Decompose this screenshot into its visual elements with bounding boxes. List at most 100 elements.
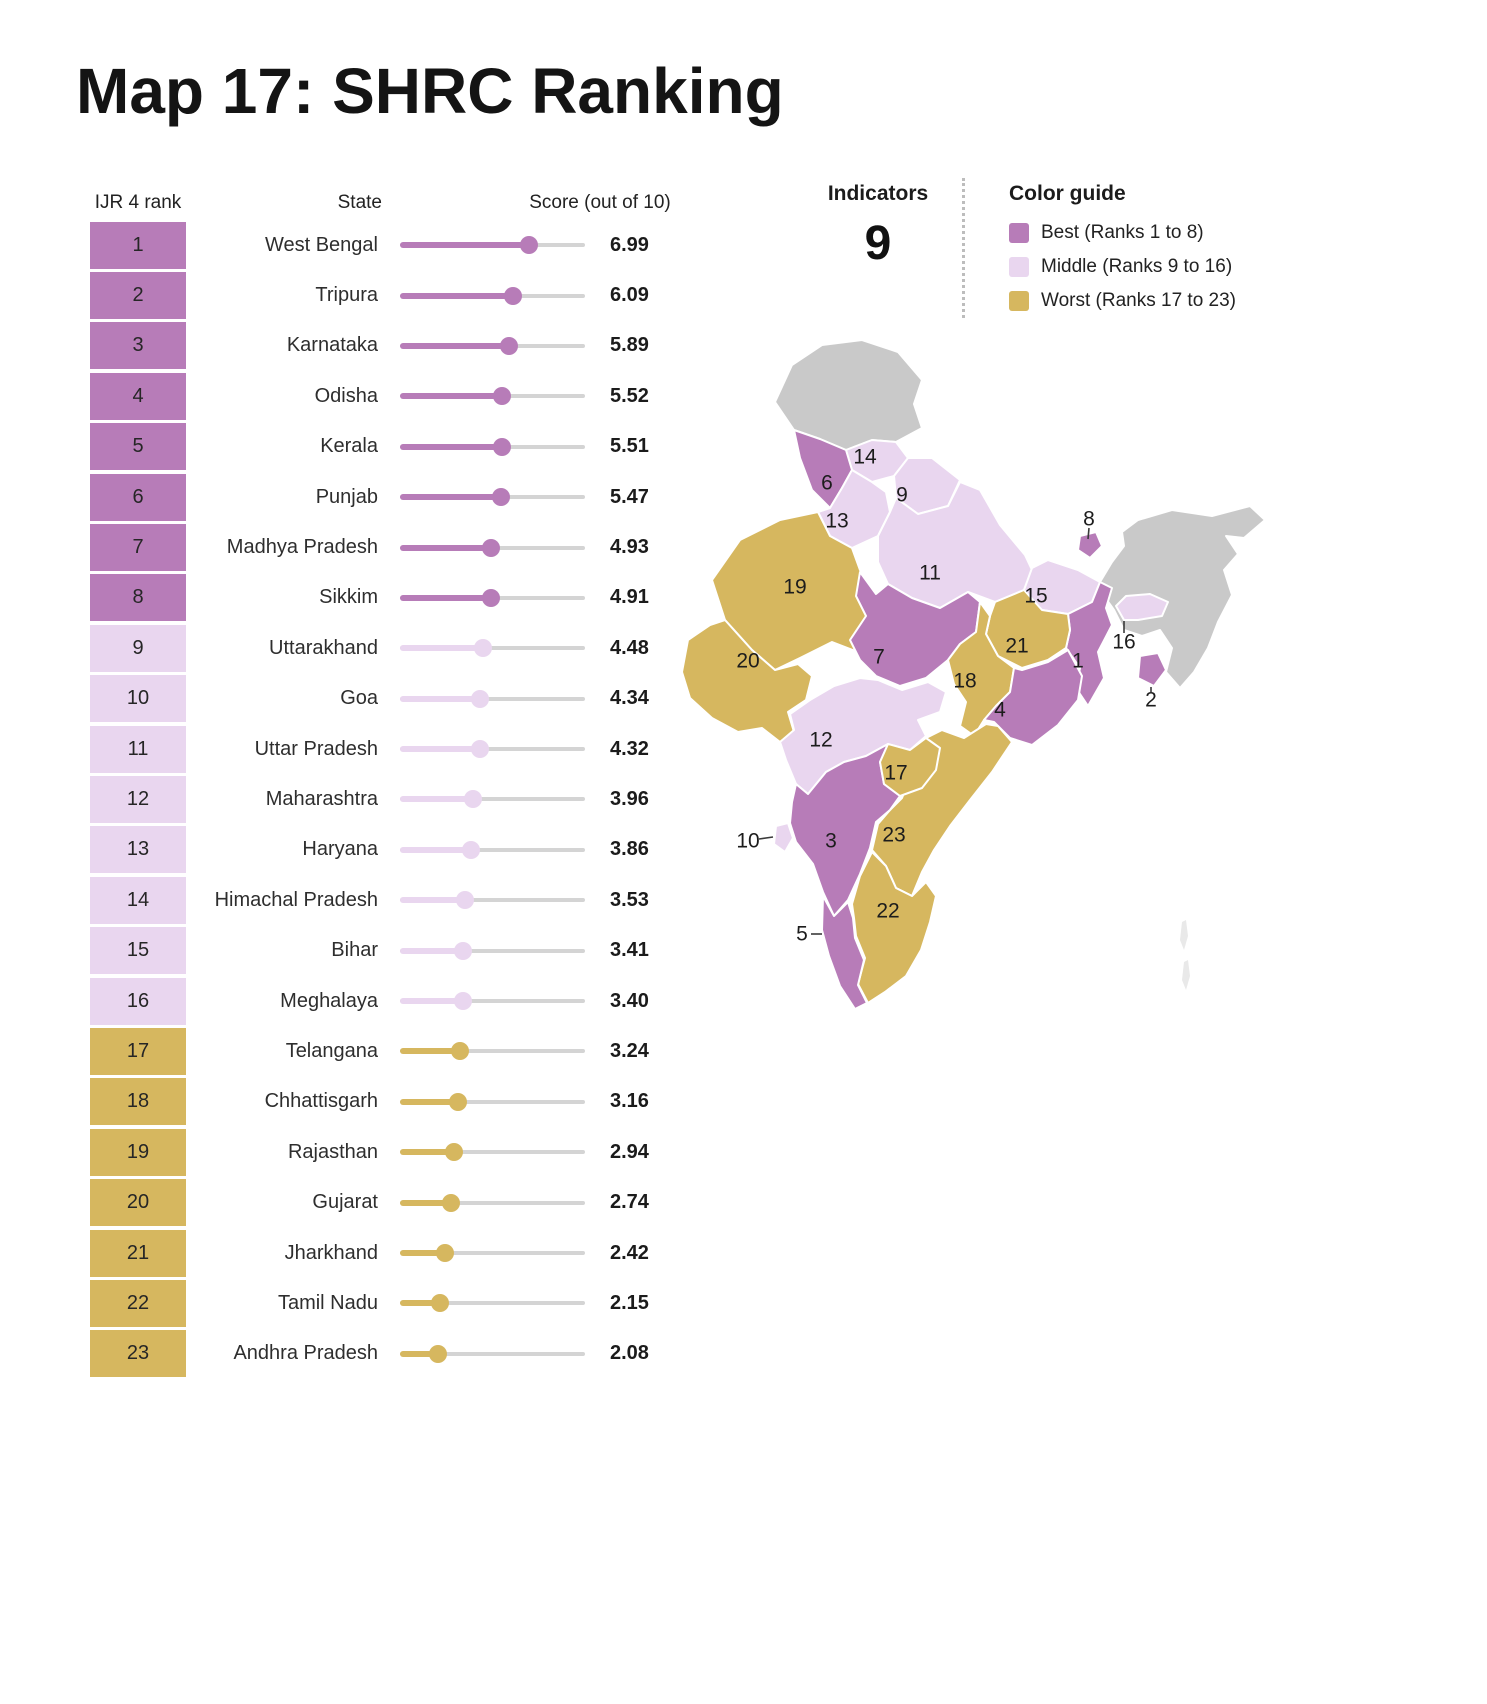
state-meghalaya xyxy=(1115,593,1169,621)
ranking-table: 1 West Bengal 6.99 2 Tripura 6.09 3 Karnataka 5.… xyxy=(90,220,720,1379)
lollipop-dot xyxy=(453,992,472,1011)
map-rank-label: 9 xyxy=(896,484,908,507)
map-rank-label: 13 xyxy=(825,510,848,533)
table-row: 15 Bihar 3.41 xyxy=(90,925,720,975)
state-label: Odisha xyxy=(314,384,378,407)
map-rank-label: 22 xyxy=(876,900,899,923)
legend-item: Best (Ranks 1 to 8) xyxy=(1009,222,1236,244)
lollipop-track xyxy=(400,1099,585,1104)
lollipop-line xyxy=(400,846,472,853)
score-value: 2.42 xyxy=(610,1241,649,1264)
lollipop-dot xyxy=(430,1294,449,1313)
rank-cell: 3 xyxy=(90,322,186,370)
lollipop-line xyxy=(400,796,474,803)
lollipop xyxy=(400,1142,585,1162)
lollipop-dot xyxy=(473,639,492,658)
map-rank-label: 2 xyxy=(1145,689,1157,712)
lollipop-dot xyxy=(454,941,473,960)
lollipop-dot xyxy=(464,790,483,809)
andaman-nicobar-islands xyxy=(1182,960,1190,990)
score-value: 3.53 xyxy=(610,888,649,911)
table-row: 21 Jharkhand 2.42 xyxy=(90,1228,720,1278)
lollipop-track xyxy=(400,797,585,802)
lollipop xyxy=(400,890,585,910)
lollipop-dot xyxy=(493,387,512,406)
map-rank-label: 5 xyxy=(796,923,808,946)
score-value: 3.16 xyxy=(610,1090,649,1113)
rank-cell: 7 xyxy=(90,524,186,572)
map-rank-label: 8 xyxy=(1083,508,1095,531)
table-row: 7 Madhya Pradesh 4.93 xyxy=(90,522,720,572)
table-row: 1 West Bengal 6.99 xyxy=(90,220,720,270)
state-label: Kerala xyxy=(320,435,378,458)
lollipop xyxy=(400,235,585,255)
color-guide-items: Best (Ranks 1 to 8) Middle (Ranks 9 to 16… xyxy=(1009,222,1236,312)
table-row: 16 Meghalaya 3.40 xyxy=(90,976,720,1026)
lollipop xyxy=(400,941,585,961)
state-label: Tripura xyxy=(315,284,378,307)
lollipop-track xyxy=(400,1251,585,1255)
rank-cell: 17 xyxy=(90,1027,186,1075)
lollipop xyxy=(400,1193,585,1213)
state-label: Uttar Pradesh xyxy=(254,737,378,760)
state-gujarat xyxy=(681,619,813,743)
lollipop-dot xyxy=(429,1344,448,1363)
lollipop-line xyxy=(400,998,463,1005)
table-row: 4 Odisha 5.52 xyxy=(90,371,720,421)
score-value: 2.08 xyxy=(610,1342,649,1365)
legend-label: Worst (Ranks 17 to 23) xyxy=(1041,290,1237,311)
score-value: 3.41 xyxy=(610,939,649,962)
table-row: 5 Kerala 5.51 xyxy=(90,422,720,472)
lollipop-dot xyxy=(435,1244,454,1262)
state-label: Andhra Pradesh xyxy=(233,1342,378,1365)
state-label: Punjab xyxy=(315,485,378,508)
lollipop-line xyxy=(400,746,480,753)
rank-cell: 8 xyxy=(90,574,186,622)
rank-cell: 11 xyxy=(90,725,186,773)
state-label: Tamil Nadu xyxy=(277,1291,378,1314)
lollipop xyxy=(400,689,585,709)
lollipop-line xyxy=(400,1300,440,1307)
lollipop-line xyxy=(400,1149,455,1156)
table-row: 13 Haryana 3.86 xyxy=(90,825,720,875)
rank-cell: 14 xyxy=(90,876,186,924)
map-rank-label: 21 xyxy=(1005,635,1028,658)
lollipop-line xyxy=(400,292,513,299)
state-goa xyxy=(773,822,794,853)
map-leader-line xyxy=(758,836,774,840)
score-value: 4.93 xyxy=(610,536,649,559)
lollipop-track xyxy=(400,696,585,701)
legend-item: Middle (Ranks 9 to 16) xyxy=(1009,256,1236,278)
score-value: 2.74 xyxy=(610,1191,649,1214)
lollipop-dot xyxy=(471,689,490,708)
legend-label: Middle (Ranks 9 to 16) xyxy=(1041,256,1233,277)
color-guide: Color guide Best (Ranks 1 to 8) Middle (R… xyxy=(1009,182,1236,324)
table-row: 6 Punjab 5.47 xyxy=(90,472,720,522)
lollipop-dot xyxy=(456,891,475,910)
map-rank-label: 16 xyxy=(1112,631,1135,654)
score-value: 6.99 xyxy=(610,233,649,256)
header-ijr-rank: IJR 4 rank xyxy=(94,192,182,213)
lollipop xyxy=(400,1243,585,1263)
state-label: Goa xyxy=(340,687,378,710)
lollipop-line xyxy=(400,393,503,400)
score-value: 4.91 xyxy=(610,586,649,609)
state-label: Meghalaya xyxy=(280,989,378,1012)
lollipop-line xyxy=(400,443,502,450)
state-northeast-region xyxy=(1099,505,1266,689)
lollipop-dot xyxy=(499,336,518,355)
map-rank-label: 17 xyxy=(884,762,907,785)
score-value: 3.40 xyxy=(610,989,649,1012)
state-label: Sikkim xyxy=(319,586,378,609)
table-row: 3 Karnataka 5.89 xyxy=(90,321,720,371)
map-rank-label: 10 xyxy=(736,830,759,853)
lollipop xyxy=(400,991,585,1011)
state-label: Gujarat xyxy=(312,1191,378,1214)
score-value: 3.24 xyxy=(610,1039,649,1062)
dotted-divider xyxy=(962,178,965,318)
lollipop-track xyxy=(400,1049,585,1054)
score-value: 5.52 xyxy=(610,384,649,407)
score-value: 6.09 xyxy=(610,284,649,307)
indicators-value: 9 xyxy=(864,217,892,270)
